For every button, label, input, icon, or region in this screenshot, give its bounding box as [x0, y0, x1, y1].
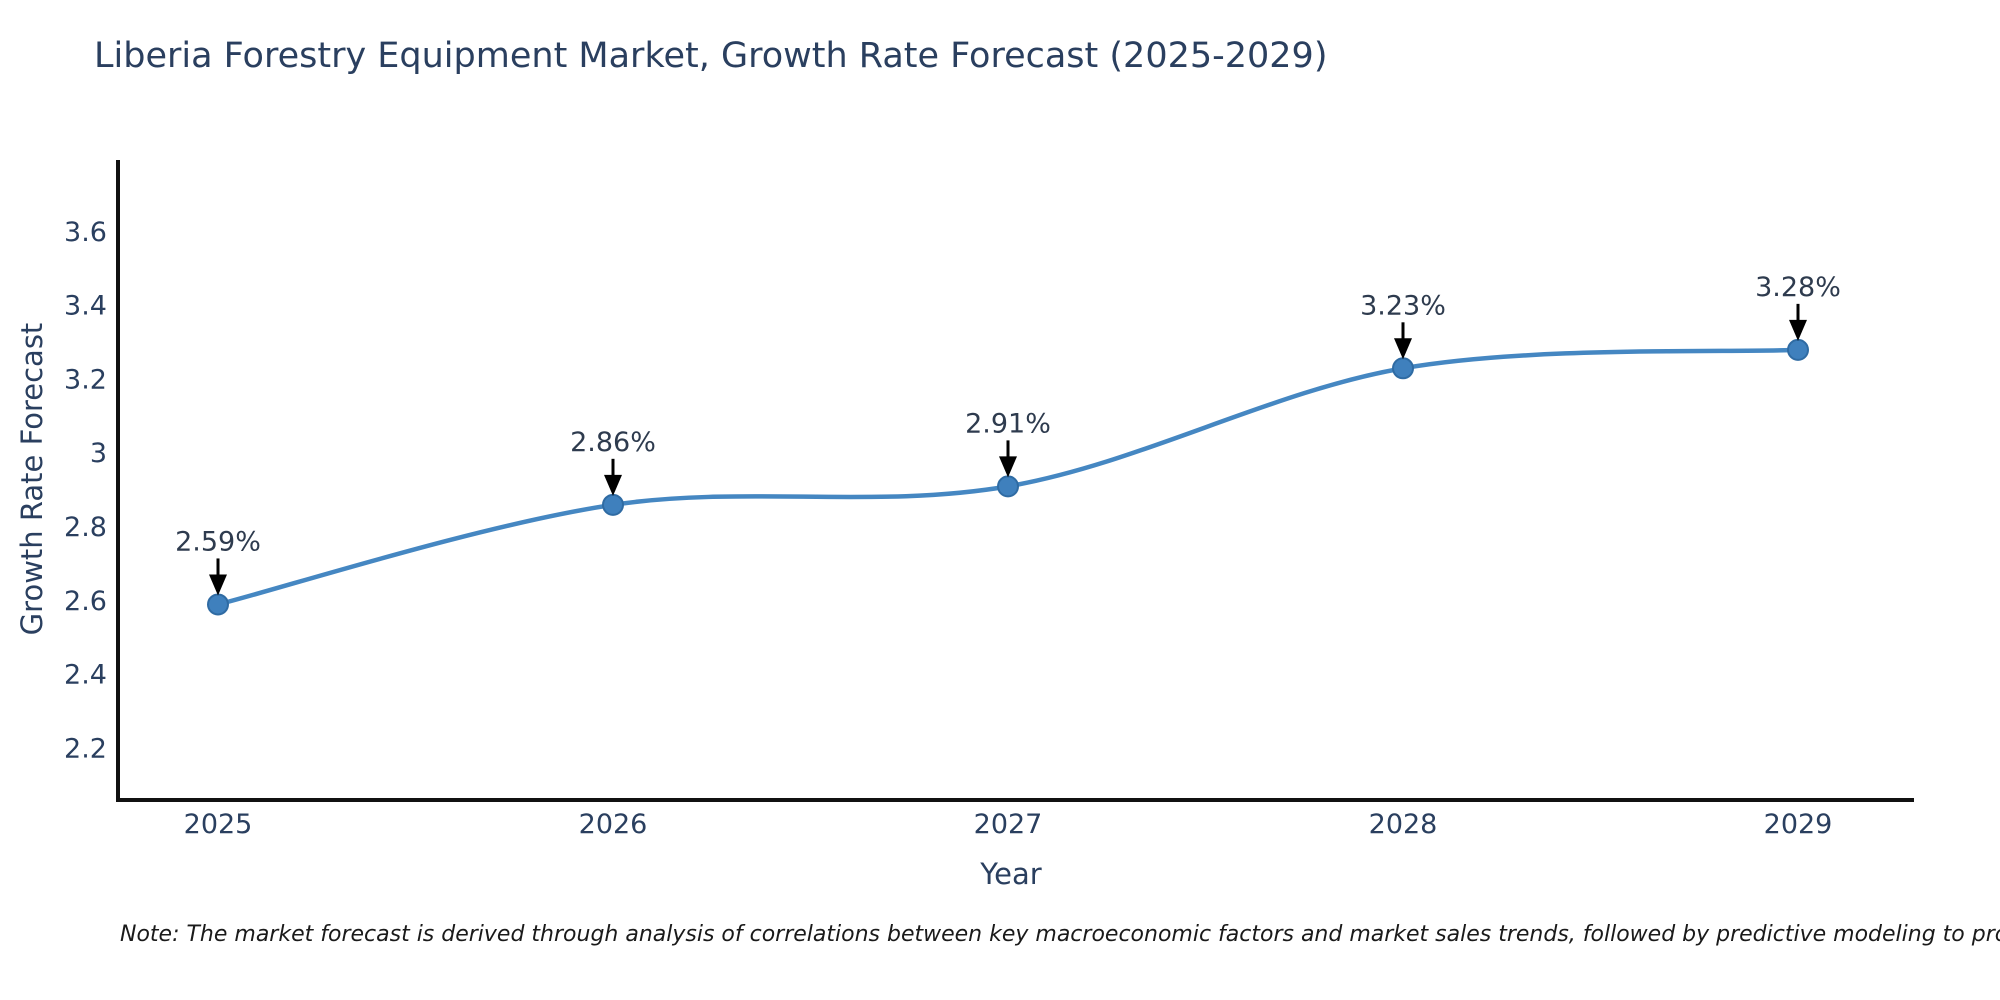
chart-title: Liberia Forestry Equipment Market, Growt…: [94, 36, 1328, 76]
annotation-arrowhead-icon: [604, 474, 622, 496]
y-tick-label: 3.4: [64, 291, 107, 322]
x-tick-label: 2025: [184, 809, 253, 840]
data-point-label: 2.59%: [175, 526, 261, 557]
data-point-marker[interactable]: [207, 593, 229, 616]
y-tick-label: 3.2: [64, 364, 107, 395]
annotation-arrowhead-icon: [1789, 319, 1807, 341]
x-axis-title: Year: [980, 857, 1042, 891]
x-tick-label: 2029: [1764, 809, 1833, 840]
data-point-label: 3.28%: [1755, 272, 1841, 303]
data-point-marker[interactable]: [602, 493, 624, 516]
y-tick-label: 2.2: [64, 733, 107, 764]
y-tick-label: 2.4: [64, 660, 107, 691]
annotation-arrowhead-icon: [1394, 338, 1412, 360]
data-point-marker[interactable]: [997, 475, 1019, 498]
x-tick-label: 2026: [579, 809, 648, 840]
y-tick-label: 2.8: [64, 512, 107, 543]
footnote: Note: The market forecast is derived thr…: [120, 922, 2000, 947]
y-tick-label: 3: [90, 438, 107, 469]
x-tick-label: 2028: [1369, 809, 1438, 840]
data-point-label: 2.91%: [965, 408, 1051, 439]
y-axis-title: Growth Rate Forecast: [15, 322, 49, 636]
annotation-arrowhead-icon: [209, 574, 227, 596]
data-point-marker[interactable]: [1392, 357, 1414, 380]
annotation-arrowhead-icon: [999, 456, 1017, 478]
x-tick-label: 2027: [974, 809, 1043, 840]
data-point-label: 3.23%: [1360, 290, 1446, 321]
y-tick-label: 2.6: [64, 586, 107, 617]
data-point-label: 2.86%: [570, 427, 656, 458]
y-tick-label: 3.6: [64, 217, 107, 248]
data-point-marker[interactable]: [1787, 338, 1809, 361]
